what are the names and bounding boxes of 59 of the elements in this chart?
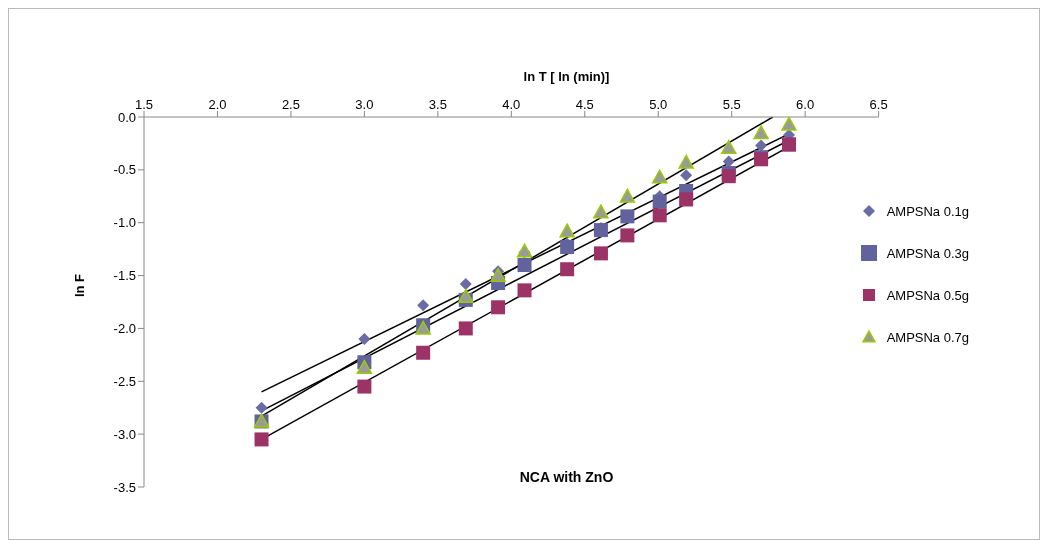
- legend-label: AMPSNa 0.3g: [886, 245, 969, 261]
- point: [651, 169, 668, 184]
- y-tick-label: -2.0: [113, 321, 136, 337]
- x-tick-label: 2.5: [281, 97, 300, 112]
- y-tick-label: -3.5: [113, 479, 136, 495]
- x-tick-label: 3.5: [428, 97, 447, 112]
- y-axis-title: ln F: [71, 272, 87, 300]
- x-tick-label: 1.5: [134, 97, 154, 112]
- point: [458, 288, 474, 304]
- point: [678, 154, 694, 169]
- legend-label: AMPSNa 0.1g: [886, 203, 969, 219]
- y-tick-label: -1.0: [113, 215, 136, 231]
- point: [593, 204, 609, 219]
- point: [619, 188, 636, 203]
- point: [781, 117, 797, 131]
- point: [491, 300, 506, 315]
- y-tick-label: -0.5: [113, 162, 136, 178]
- x-tick-label: 6.0: [796, 97, 815, 112]
- point: [356, 359, 373, 374]
- legend-label: AMPSNa 0.5g: [886, 287, 969, 303]
- x-tick-label: 4.5: [575, 97, 594, 112]
- x-tick-label: 2.0: [208, 97, 227, 112]
- point: [620, 209, 635, 224]
- point: [652, 208, 667, 223]
- x-tick-label: 5.5: [722, 97, 741, 112]
- y-tick-label: 0.0: [117, 109, 136, 125]
- point: [620, 228, 635, 243]
- point: [560, 240, 575, 255]
- point: [560, 262, 575, 277]
- x-axis-title: ln T [ ln (min)]: [522, 69, 611, 84]
- point: [680, 169, 693, 182]
- point: [459, 278, 472, 291]
- point: [458, 321, 473, 336]
- legend-label: AMPSNa 0.7g: [886, 329, 969, 345]
- point: [755, 139, 768, 152]
- y-tick-label: -1.5: [113, 268, 136, 284]
- x-tick-label: 5.0: [649, 97, 668, 112]
- point: [721, 139, 737, 155]
- point: [517, 283, 532, 298]
- point: [559, 223, 575, 238]
- point: [416, 345, 431, 360]
- point: [255, 401, 268, 414]
- point: [417, 299, 430, 312]
- point: [254, 432, 269, 447]
- point: [490, 267, 506, 282]
- x-tick-label: 6.5: [869, 97, 888, 112]
- x-tick-label: 3.0: [355, 97, 374, 112]
- y-tick-label: -3.0: [113, 426, 136, 442]
- point: [517, 258, 532, 272]
- point: [358, 333, 371, 345]
- text: NCA with ZnO: [518, 469, 615, 485]
- point: [652, 194, 667, 209]
- point: [679, 192, 694, 207]
- point: [593, 223, 608, 238]
- y-tick-label: -2.5: [113, 373, 136, 389]
- point: [357, 379, 372, 394]
- point: [753, 125, 769, 140]
- point: [593, 246, 608, 261]
- x-tick-label: 4.0: [502, 97, 521, 112]
